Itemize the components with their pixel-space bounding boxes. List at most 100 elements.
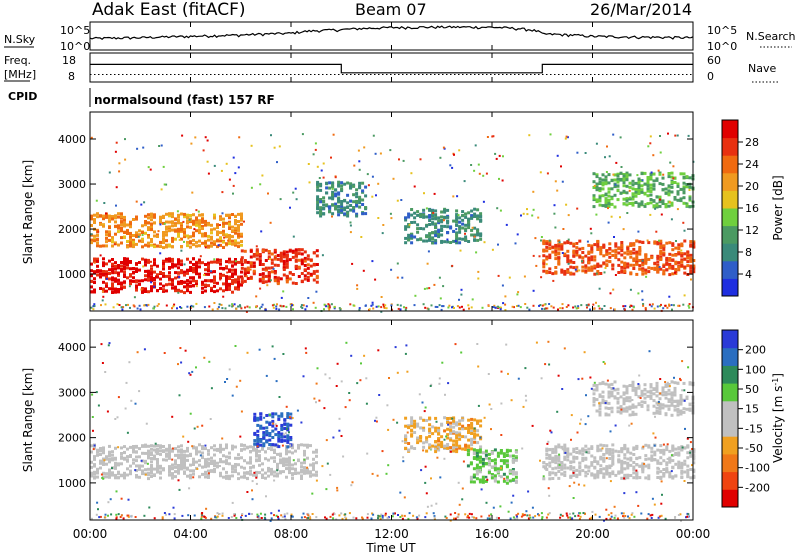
heatmap-cell [659,249,663,253]
heatmap-cell [661,390,665,394]
heatmap-cell [674,268,678,271]
heatmap-cell [283,427,287,430]
heatmap-cell [652,392,656,396]
heatmap-ground-cell [125,304,127,307]
heatmap-cell [279,458,282,462]
heatmap-cell [213,260,216,264]
heatmap-cell [312,465,315,468]
heatmap-cell [138,229,141,233]
heatmap-cell [644,454,648,458]
heatmap-cell [285,475,288,479]
heatmap-cell [153,215,156,219]
heatmap-cell [156,452,159,456]
heatmap-cell [147,269,150,273]
heatmap-cell [174,263,177,267]
heatmap-speckle [539,171,542,174]
heatmap-cell [120,269,123,273]
heatmap-cell [446,443,450,446]
heatmap-cell [352,209,356,213]
heatmap-cell [611,448,615,452]
heatmap-cell [162,272,165,275]
heatmap-cell [593,255,597,259]
heatmap-cell [598,180,602,184]
heatmap-speckle [691,186,694,189]
heatmap-cell [542,254,546,258]
heatmap-cell [289,423,293,427]
heatmap-cell [90,274,93,278]
heatmap-cell [228,474,231,478]
heatmap-cell [285,452,288,456]
heatmap-cell [300,272,304,275]
heatmap-cell [316,188,320,192]
heatmap-cell [607,194,611,198]
heatmap-ground-cell [323,308,325,311]
heatmap-cell [668,457,672,461]
heatmap-cell [650,454,654,458]
heatmap-cell [452,439,456,443]
heatmap-cell [286,445,290,449]
heatmap-cell [322,206,326,210]
heatmap-ground-cell [399,304,402,307]
heatmap-speckle [288,416,291,419]
heatmap-cell [557,466,561,470]
heatmap-cell [598,199,602,202]
heatmap-cell [680,264,684,268]
heatmap-cell [108,238,111,242]
heatmap-cell [225,235,228,239]
heatmap-cell [449,438,453,442]
heatmap-cell [505,478,509,482]
heatmap-cell [132,238,135,242]
heatmap-cell [551,456,555,460]
heatmap-cell [611,254,615,257]
heatmap-speckle [350,354,353,357]
heatmap-cell [349,186,353,190]
heatmap-ground-cell [370,304,373,307]
heatmap-cell [449,241,453,244]
heatmap-speckle [336,489,339,492]
heatmap-cell [90,465,93,469]
heatmap-cell [458,444,462,448]
heatmap-cell [689,244,693,248]
heatmap-speckle [162,165,165,168]
heatmap-cell [631,183,635,187]
heatmap-cell [649,190,653,193]
heatmap-cell [138,279,141,283]
heatmap-cell [592,383,596,387]
heatmap-cell [425,224,429,228]
heatmap-cell [283,418,287,422]
heatmap-cell [198,463,201,467]
heatmap-cell [195,261,198,265]
heatmap-cell [620,247,624,251]
heatmap-ground-cell [121,308,124,311]
heatmap-cell [644,257,648,261]
heatmap-cell [667,175,671,179]
heatmap-ground-cell [656,305,659,308]
heatmap-cell [592,172,596,176]
heatmap-cell [141,245,144,249]
heatmap-cell [560,467,564,471]
heatmap-speckle [666,381,669,384]
heatmap-speckle [607,207,609,210]
heatmap-cell [641,446,645,450]
heatmap-ground-cell [651,303,654,306]
heatmap-speckle [495,157,498,160]
heatmap-cell [126,258,129,262]
heatmap-cell [610,382,614,386]
heatmap-cell [129,235,132,239]
heatmap-speckle [562,228,565,230]
heatmap-speckle [482,200,485,203]
heatmap-cell [120,281,123,285]
heatmap-cell [286,422,290,426]
heatmap-cell [207,469,210,473]
heatmap-ground-cell [481,306,484,309]
heatmap-ground-cell [448,304,451,307]
heatmap-cell [262,433,266,437]
heatmap-cell [252,254,256,258]
heatmap-cell [207,269,210,273]
heatmap-ground-cell [557,308,559,311]
heatmap-cell [144,263,147,267]
heatmap-speckle [443,438,446,441]
heatmap-cell [670,185,674,189]
heatmap-speckle [477,270,480,273]
